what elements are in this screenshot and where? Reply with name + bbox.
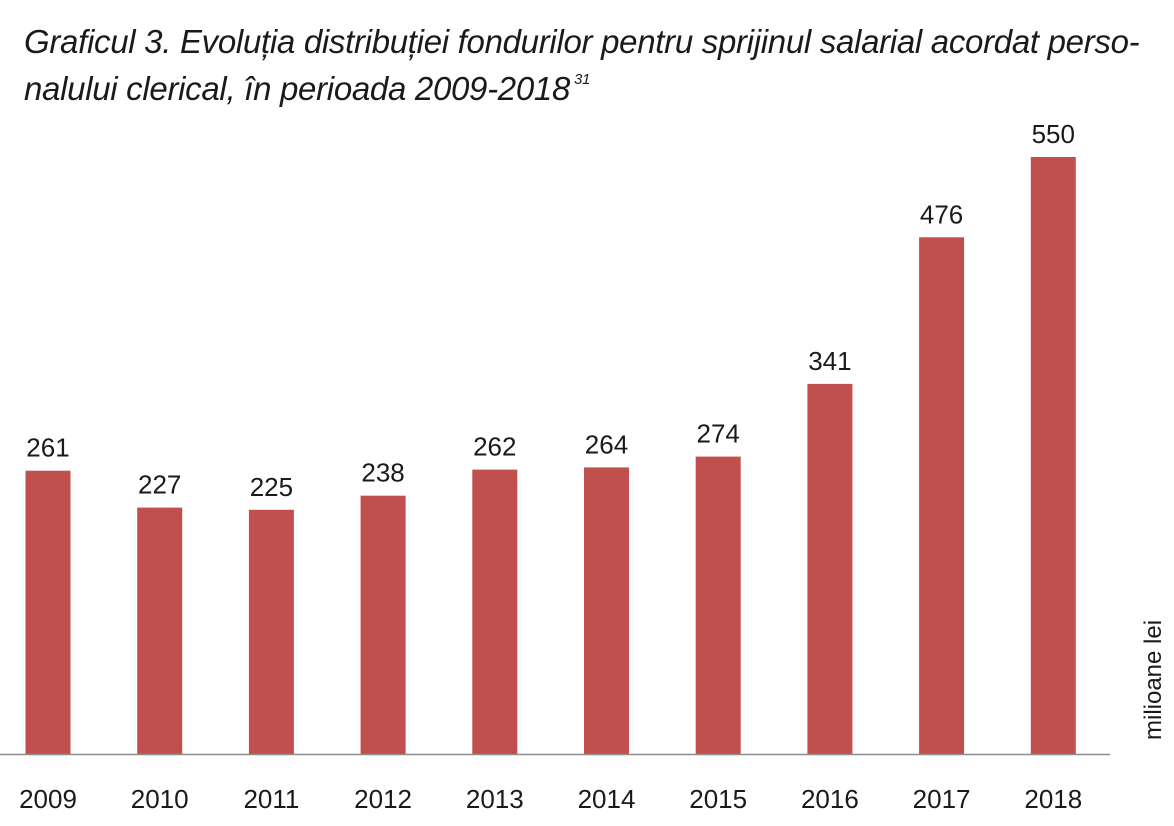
bar-2009 xyxy=(25,470,71,754)
chart-title-text: Graficul 3. Evoluția distribuției fondur… xyxy=(24,23,1140,107)
bar-2017 xyxy=(919,237,965,755)
bar-value-label-2009: 261 xyxy=(26,433,69,463)
x-tick-label-2015: 2015 xyxy=(689,784,747,814)
bars-group xyxy=(25,157,1076,755)
unit-label: milioane lei xyxy=(1140,620,1167,740)
bar-value-label-2015: 274 xyxy=(697,419,740,449)
bar-2015 xyxy=(695,456,741,754)
x-tick-label-2012: 2012 xyxy=(354,784,412,814)
bar-value-label-2012: 238 xyxy=(361,458,404,488)
x-tick-labels-group: 2009 2010 2011 2012 2013 2014 2015 2016 2017 2018 xyxy=(19,784,1082,814)
value-labels-group: 261 227 225 238 262 264 274 341 476 550 xyxy=(26,119,1075,502)
bar-2012 xyxy=(360,495,406,754)
x-tick-label-2018: 2018 xyxy=(1024,784,1082,814)
x-tick-label-2011: 2011 xyxy=(243,784,299,814)
chart-title: Graficul 3. Evoluția distribuției fondur… xyxy=(24,18,1154,112)
bar-2010 xyxy=(137,507,183,754)
bar-2018 xyxy=(1030,157,1076,754)
bar-2013 xyxy=(472,469,518,754)
bar-2014 xyxy=(584,467,629,754)
bar-value-label-2016: 341 xyxy=(808,346,851,376)
bar-2016 xyxy=(807,383,853,754)
x-tick-label-2017: 2017 xyxy=(913,784,971,814)
bar-value-label-2017: 476 xyxy=(920,199,963,229)
bar-value-label-2010: 227 xyxy=(138,470,181,500)
bar-2011 xyxy=(248,509,294,754)
title-footnote-marker: 31 xyxy=(574,71,591,88)
x-tick-label-2010: 2010 xyxy=(131,784,189,814)
bar-value-label-2014: 264 xyxy=(585,429,628,459)
x-tick-label-2016: 2016 xyxy=(801,784,859,814)
x-tick-label-2009: 2009 xyxy=(19,784,77,814)
bar-value-label-2013: 262 xyxy=(473,432,516,462)
x-tick-label-2014: 2014 xyxy=(578,784,636,814)
x-tick-label-2013: 2013 xyxy=(466,784,524,814)
bar-value-label-2018: 550 xyxy=(1032,119,1075,149)
bar-value-label-2011: 225 xyxy=(250,472,293,502)
